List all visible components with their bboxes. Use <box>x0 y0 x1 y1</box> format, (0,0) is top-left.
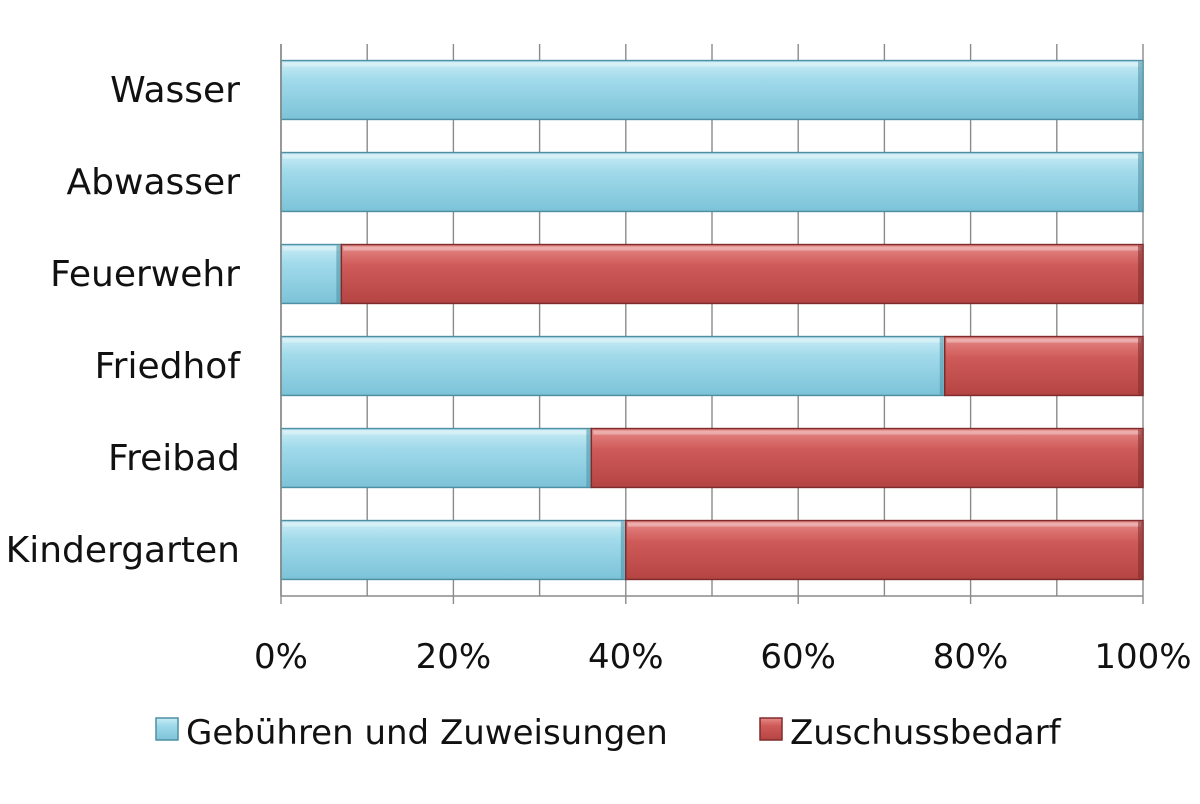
bars-layer <box>280 59 1144 581</box>
bar-edge-shade <box>1138 337 1142 395</box>
grid-layer <box>280 44 1144 596</box>
bar-edge-shade <box>620 521 625 579</box>
legend-label: Zuschussbedarf <box>790 713 1062 753</box>
bar-highlight <box>283 430 590 435</box>
bar-highlight <box>627 522 1141 527</box>
bar-highlight <box>283 62 1141 67</box>
category-label: Friedhof <box>95 346 242 387</box>
bar-edge-shade <box>1138 521 1142 579</box>
category-label: Freibad <box>108 438 240 479</box>
bar-segment <box>280 151 1144 213</box>
category-label: Wasser <box>110 70 240 111</box>
legend-label: Gebühren und Zuweisungen <box>186 713 668 753</box>
bar-highlight <box>283 154 1141 159</box>
bar-highlight <box>343 246 1142 251</box>
legend-swatch <box>759 717 783 741</box>
bar-edge-shade <box>1138 429 1142 487</box>
x-tick-label: 20% <box>416 637 492 677</box>
bar-edge-shade <box>336 245 341 303</box>
bar-edge-shade <box>1138 61 1142 119</box>
bar-segment <box>280 519 627 581</box>
x-tick-label: 0% <box>254 637 308 677</box>
x-tick-label: 60% <box>760 637 836 677</box>
bar-highlight <box>283 246 340 251</box>
bar-edge-shade <box>1138 245 1142 303</box>
bar-segment <box>943 335 1144 397</box>
bar-highlight <box>283 522 624 527</box>
bar-segment <box>280 59 1144 121</box>
bar-segment <box>280 243 343 305</box>
bar-edge-shade <box>586 429 591 487</box>
legend-swatch <box>155 717 179 741</box>
x-tick-label: 40% <box>588 637 664 677</box>
bar-highlight <box>283 338 943 343</box>
x-tick-label: 80% <box>933 637 1009 677</box>
legend: Gebühren und Zuweisungen Zuschussbedarf <box>155 713 1062 753</box>
category-label: Kindergarten <box>6 530 240 571</box>
bar-highlight <box>946 338 1141 343</box>
category-label: Feuerwehr <box>50 254 240 295</box>
bar-segment <box>590 427 1144 489</box>
bar-segment <box>625 519 1144 581</box>
category-label: Abwasser <box>67 162 241 203</box>
bar-highlight <box>593 430 1141 435</box>
bar-edge-shade <box>1138 153 1142 211</box>
axis-layer: 0% 20% 40% 60% 80% 100% Wasser Abwasser Feuerweh… <box>6 44 1192 677</box>
x-tick-label: 100% <box>1094 637 1191 677</box>
bar-segment <box>280 427 593 489</box>
bar-edge-shade <box>939 337 944 395</box>
bar-segment <box>280 335 946 397</box>
bar-segment <box>340 243 1144 305</box>
